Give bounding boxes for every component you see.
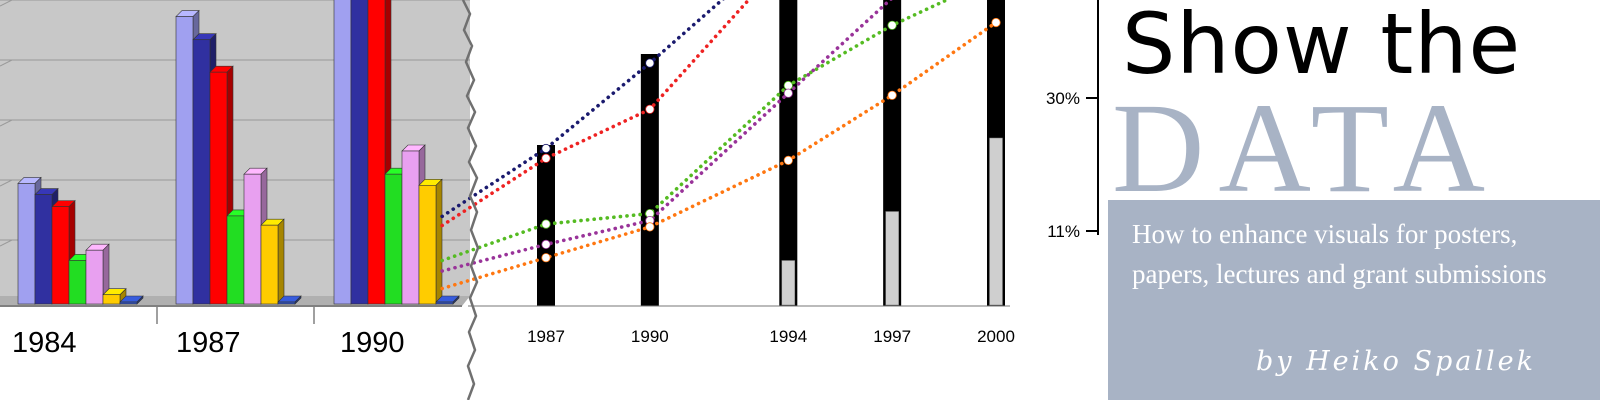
bar-1990 [640,54,659,306]
bar-1984-series-7 [119,301,138,305]
bar-1987-series-4 [226,215,245,305]
bar-1984-series-2 [34,194,53,305]
subtitle-panel [1108,200,1600,400]
x-tick-marks [156,306,315,324]
point-5-2000 [991,17,1001,28]
black-bars [537,0,1005,306]
bar-1987-series-5 [243,173,262,305]
point-3-1997 [887,20,897,30]
bar-1990-series-5 [401,150,420,305]
bar-1990-series-7 [435,301,454,305]
author-signature: by Heiko Spallek [1256,346,1536,377]
title-show-the: Show the [1122,0,1522,93]
bar-1990-series-3 [367,0,386,305]
bar-1984-series-4 [68,260,87,305]
series-line-5 [440,20,998,291]
bar-1987-series-1 [175,16,194,305]
series-line-3 [440,0,951,263]
x-tick-label-1984: 1984 [12,327,77,359]
legacy-3d-bar-chart: 1984 1987 1990 [0,0,470,359]
point-1-1987 [541,143,551,154]
point-5-1990 [645,222,655,232]
point-4-1994 [783,88,793,98]
x-tick-label-1987: 1987 [527,327,565,346]
bar-1994 [779,0,798,306]
point-2-1987 [541,153,551,163]
y-ticks: 11% 30% [1046,89,1098,241]
bar-inset-2000 [989,137,1003,306]
point-1-1990 [645,58,655,68]
gridline-depth [0,239,13,247]
bar-1984-series-1 [17,183,36,305]
bar-1990-series-4 [384,173,403,305]
bar-1990-series-6-side [435,178,443,305]
bar-1987-series-7 [277,301,296,305]
point-2-1990 [645,104,655,114]
title-data: DATA [1112,77,1500,219]
series-line-2 [440,0,751,228]
series-points [541,17,1001,263]
bar-inset-1994 [781,260,796,306]
y-tick-label-30%: 30% [1046,89,1080,108]
bar-1990-series-6 [418,185,437,305]
x-tick-label-1990: 1990 [631,327,669,346]
point-3-1994 [783,80,793,91]
series-line-1 [440,0,725,219]
gridline-depth [0,59,13,67]
bar-1984-series-5 [85,249,104,305]
gridline-depth [0,179,13,187]
x-tick-label-2000: 2000 [977,327,1015,346]
x-tick-label-1990: 1990 [340,327,405,359]
series-lines [440,0,998,291]
x-tick-labels: 1987 1990 1994 1997 2000 [527,327,1015,346]
bar-group-1984 [17,176,144,305]
bar-1987-series-2 [192,39,211,305]
bar-1987-series-6 [260,224,279,305]
bar-1990-series-1 [333,0,352,305]
bar-inset-1997 [885,211,899,306]
point-4-1987 [541,239,551,249]
point-5-1994 [783,155,793,165]
bar-1984-series-3 [51,206,70,305]
x-tick-labels: 1984 1987 1990 [12,327,405,359]
bar-group-1987 [175,9,302,305]
bar-group-1990 [333,0,460,305]
bar-1990-series-2 [350,0,369,305]
bar-groups [17,0,460,305]
x-tick-label-1997: 1997 [873,327,911,346]
x-tick-label-1994: 1994 [769,327,807,346]
series-line-4 [440,0,893,273]
point-5-1987 [541,253,551,263]
y-tick-label-11%: 11% [1047,222,1080,241]
torn-edge [461,0,480,400]
subtitle-text: How to enhance visuals for posters, pape… [1132,219,1547,289]
gridline-depth [0,119,13,127]
gridline-depth [0,0,13,7]
bar-1987-series-3 [209,71,228,305]
point-3-1987 [541,219,551,229]
point-5-1997 [887,90,897,100]
x-tick-label-1987: 1987 [176,327,241,359]
bar-1984-series-6 [102,294,121,305]
improved-line-chart: 1987 1990 1994 1997 2000 11% 30% [440,0,1099,346]
bar-1987-series-6-side [277,218,285,305]
